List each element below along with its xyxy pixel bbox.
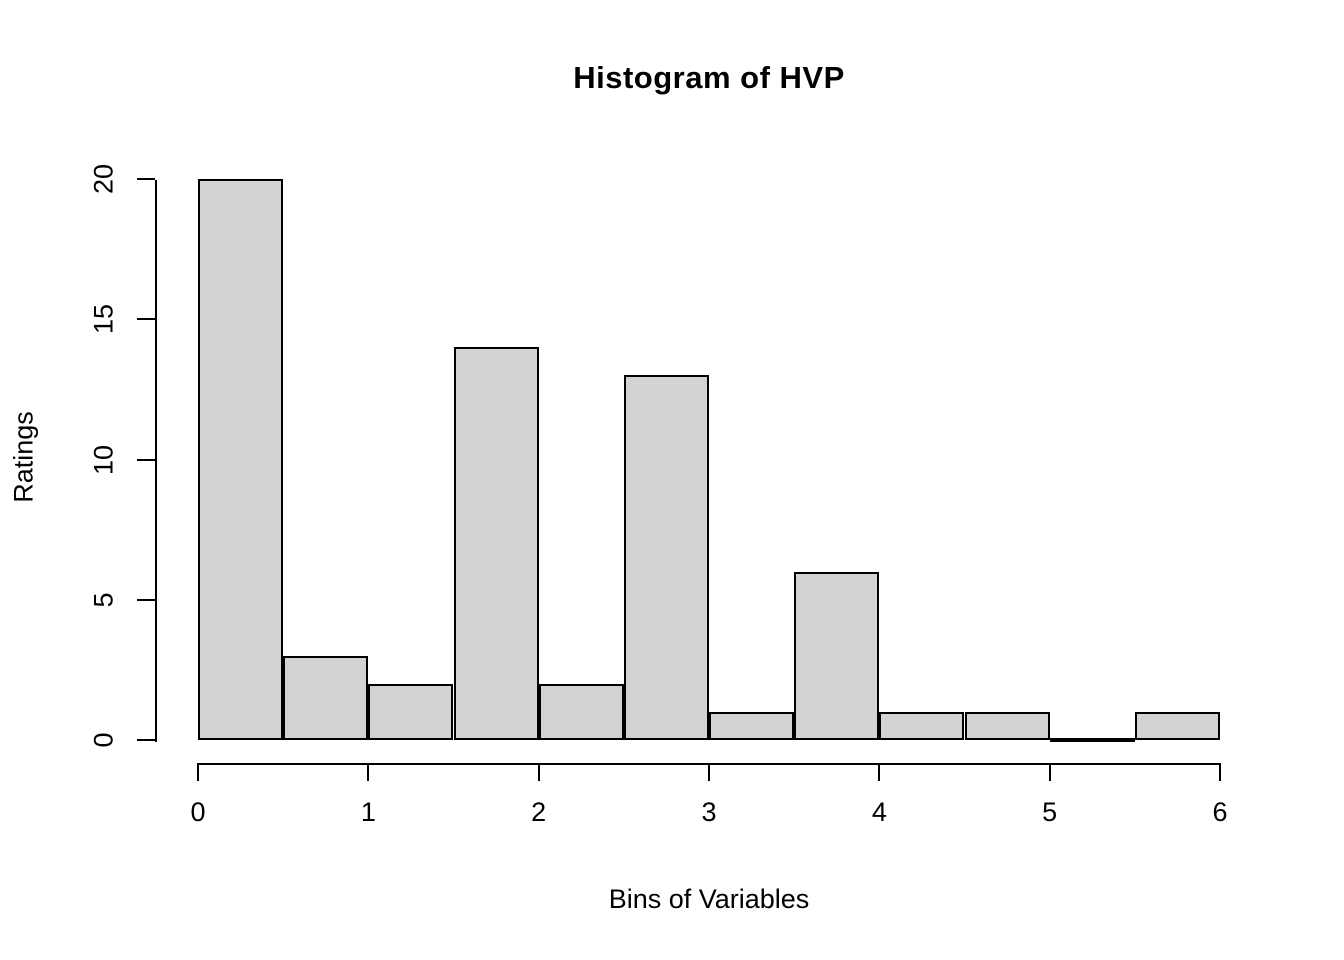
x-axis-tick [1219,763,1221,781]
x-tick-label: 3 [701,797,717,827]
x-tick-label: 4 [871,797,887,827]
histogram-bar [964,711,1050,740]
histogram-bar [623,375,709,740]
y-tick-label: 10 [88,444,119,475]
x-tick-label: 2 [531,797,547,827]
x-axis-tick [367,763,370,781]
histogram-bar [453,347,539,740]
x-axis-tick [1048,763,1051,781]
x-axis-tick [708,763,710,781]
histogram-bar [538,683,624,740]
y-tick-label: 20 [88,163,119,195]
x-axis-tick [197,763,199,781]
histogram-bar [1049,738,1135,742]
y-axis-tick [137,458,155,461]
y-axis-label: Ratings [8,411,39,503]
histogram-bar [879,711,965,740]
histogram-bar [368,683,454,740]
x-axis-label: Bins of Variables [608,884,810,914]
y-axis-tick [137,318,155,321]
x-tick-label: 5 [1042,797,1058,827]
histogram-bar [794,571,880,740]
histogram-bar [283,655,369,740]
x-axis-tick [537,763,540,781]
histogram-bar [1134,711,1220,740]
y-tick-label: 15 [88,304,119,335]
y-axis-tick [137,598,155,601]
histogram-bar [709,711,795,740]
histogram-bar [198,179,284,740]
y-tick-label: 0 [88,732,119,748]
x-tick-label: 0 [190,797,206,827]
y-axis-tick [137,739,155,741]
chart-title: Histogram of HVP [573,60,845,95]
y-axis-line [155,180,157,742]
x-tick-label: 1 [360,797,376,827]
x-axis-tick [878,763,881,781]
x-tick-label: 6 [1212,797,1228,827]
y-tick-label: 5 [88,592,119,608]
y-axis-tick [137,178,155,180]
